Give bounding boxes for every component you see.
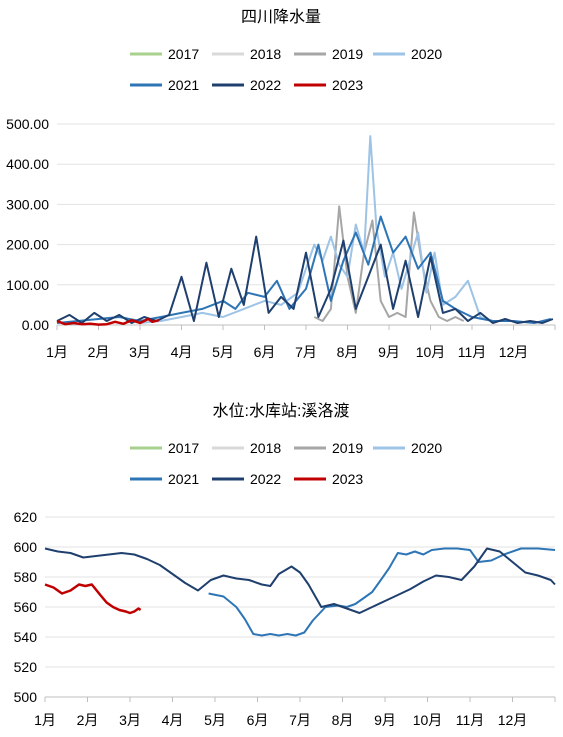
x-tick-label: 10月 <box>416 344 446 360</box>
x-tick-label: 1月 <box>46 344 68 360</box>
legend-item: 2019 <box>294 46 363 62</box>
series-line-2023 <box>44 583 142 615</box>
series-line-2020 <box>139 135 494 324</box>
y-tick-label: 580 <box>14 569 38 585</box>
legend-label: 2019 <box>332 46 363 62</box>
series-line-2019 <box>313 205 465 322</box>
legend-item: 2017 <box>130 46 199 62</box>
legend-item: 2018 <box>212 440 281 456</box>
x-tick-label: 12月 <box>498 712 528 728</box>
x-tick-label: 5月 <box>204 712 226 728</box>
x-tick-label: 8月 <box>332 712 354 728</box>
y-tick-label: 300.00 <box>6 196 49 212</box>
x-tick-label: 8月 <box>337 344 359 360</box>
legend-item: 2021 <box>130 471 199 487</box>
legend-item: 2023 <box>294 77 363 93</box>
legend-item: 2017 <box>130 440 199 456</box>
y-tick-label: 500 <box>14 689 38 705</box>
legend-label: 2021 <box>168 471 199 487</box>
x-tick-label: 11月 <box>456 712 485 728</box>
legend-label: 2017 <box>168 440 199 456</box>
x-tick-label: 12月 <box>499 344 529 360</box>
x-tick-label: 6月 <box>254 344 276 360</box>
legend-label: 2023 <box>332 77 363 93</box>
legend-item: 2022 <box>212 77 281 93</box>
legend-label: 2020 <box>411 46 442 62</box>
legend-item: 2020 <box>373 46 442 62</box>
legend-label: 2018 <box>250 440 281 456</box>
series-line-2021 <box>208 547 556 637</box>
x-tick-label: 11月 <box>458 344 487 360</box>
x-tick-label: 3月 <box>129 344 151 360</box>
x-tick-label: 10月 <box>413 712 443 728</box>
chart-title: 水位:水库站:溪洛渡 <box>213 402 350 420</box>
x-tick-label: 6月 <box>247 712 269 728</box>
y-tick-label: 0.00 <box>22 317 49 333</box>
chart-title: 四川降水量 <box>241 8 321 26</box>
legend-label: 2020 <box>411 440 442 456</box>
x-tick-label: 7月 <box>289 712 311 728</box>
legend: 2017 2018 2019 2020 2021 2022 2023 <box>130 440 442 487</box>
legend-item: 2020 <box>373 440 442 456</box>
x-tick-label: 1月 <box>34 712 56 728</box>
x-tick-label: 5月 <box>212 344 234 360</box>
series-lines <box>44 547 556 637</box>
x-tick-label: 2月 <box>77 712 99 728</box>
x-axis: 1月 2月 3月 4月 5月 6月 7月 8月 9月 10月 11月 12月 <box>46 324 556 360</box>
y-axis: 0.00 100.00 200.00 300.00 400.00 500.00 <box>6 116 555 333</box>
legend-item: 2023 <box>294 471 363 487</box>
legend-label: 2017 <box>168 46 199 62</box>
x-tick-label: 9月 <box>374 712 396 728</box>
y-tick-label: 100.00 <box>6 277 49 293</box>
legend-label: 2022 <box>250 471 281 487</box>
series-line-2022 <box>44 547 556 614</box>
series-lines <box>56 135 554 326</box>
x-tick-label: 4月 <box>171 344 193 360</box>
legend-label: 2021 <box>168 77 199 93</box>
y-tick-label: 560 <box>14 599 38 615</box>
legend-item: 2021 <box>130 77 199 93</box>
y-tick-label: 620 <box>14 509 38 525</box>
x-tick-label: 9月 <box>378 344 400 360</box>
y-tick-label: 200.00 <box>6 237 49 253</box>
x-axis: 1月 2月 3月 4月 5月 6月 7月 8月 9月 10月 11月 12月 <box>34 696 556 728</box>
legend-label: 2022 <box>250 77 281 93</box>
legend-item: 2022 <box>212 471 281 487</box>
x-tick-label: 2月 <box>88 344 110 360</box>
x-tick-label: 3月 <box>119 712 141 728</box>
legend: 2017 2018 2019 2020 2021 2022 2023 <box>130 46 442 93</box>
y-tick-label: 500.00 <box>6 116 49 132</box>
y-tick-label: 400.00 <box>6 156 49 172</box>
y-tick-label: 520 <box>14 659 38 675</box>
y-axis: 500 520 540 560 580 600 620 <box>14 509 555 705</box>
series-line-2023 <box>56 317 160 326</box>
legend-label: 2023 <box>332 471 363 487</box>
x-tick-label: 4月 <box>162 712 184 728</box>
x-tick-label: 7月 <box>295 344 317 360</box>
legend-item: 2018 <box>212 46 281 62</box>
legend-label: 2019 <box>332 440 363 456</box>
y-tick-label: 600 <box>14 539 38 555</box>
legend-label: 2018 <box>250 46 281 62</box>
y-tick-label: 540 <box>14 629 38 645</box>
series-line-2022 <box>56 235 554 324</box>
legend-item: 2019 <box>294 440 363 456</box>
